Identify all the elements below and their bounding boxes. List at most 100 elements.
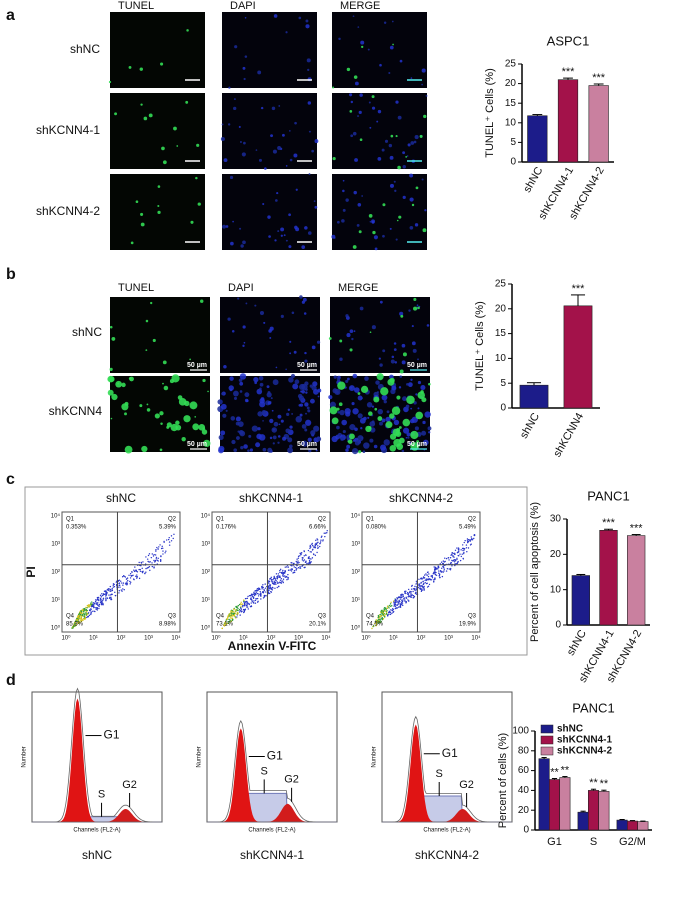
- event-dot: [410, 593, 412, 595]
- event-dot: [428, 583, 431, 586]
- nucleus: [291, 413, 294, 415]
- event-dot: [381, 617, 384, 620]
- event-dot: [309, 547, 311, 550]
- event-dot: [224, 624, 227, 626]
- axis-label: PI: [24, 566, 38, 577]
- event-dot: [77, 622, 79, 625]
- event-dot: [397, 602, 400, 604]
- nucleus: [311, 149, 315, 153]
- event-dot: [160, 555, 162, 558]
- row-label: shKCNN4: [49, 404, 103, 418]
- nucleus: [413, 401, 417, 405]
- event-dot: [83, 616, 86, 618]
- event-dot: [268, 580, 270, 582]
- event-dot: [227, 617, 229, 619]
- bar: [616, 819, 628, 831]
- event-dot: [280, 578, 283, 580]
- event-dot: [122, 584, 124, 586]
- chart-title: ASPC1: [547, 33, 590, 48]
- nucleus: [352, 15, 355, 18]
- event-dot: [105, 597, 107, 599]
- event-dot: [253, 591, 255, 594]
- nucleus: [357, 413, 363, 419]
- event-dot: [394, 605, 397, 608]
- tick-label: 10⁴: [201, 513, 211, 520]
- tunel-dot: [140, 212, 144, 216]
- nucleus: [238, 421, 244, 427]
- event-dot: [159, 544, 161, 546]
- tunel-dot: [415, 186, 419, 190]
- event-dot: [141, 571, 144, 574]
- tunel-dot: [111, 393, 118, 401]
- nucleus: [307, 231, 312, 235]
- event-dot: [282, 581, 284, 584]
- event-dot: [138, 561, 140, 564]
- tick-label: 10²: [267, 636, 276, 642]
- event-dot: [111, 588, 113, 590]
- event-dot: [463, 541, 465, 544]
- event-dot: [284, 566, 286, 568]
- event-dot: [136, 575, 138, 578]
- event-dot: [290, 570, 293, 572]
- event-dot: [425, 578, 427, 580]
- tick-label: 10²: [51, 570, 60, 576]
- nucleus: [223, 158, 228, 163]
- nucleus: [375, 380, 380, 385]
- event-dot: [444, 557, 446, 559]
- tunel-dot: [422, 228, 427, 233]
- event-dot: [302, 560, 305, 562]
- nucleus: [357, 203, 362, 207]
- nucleus: [239, 141, 242, 144]
- event-dot: [383, 616, 386, 618]
- nucleus: [304, 359, 308, 363]
- event-dot: [267, 590, 270, 592]
- event-dot: [93, 610, 95, 612]
- event-dot: [80, 612, 82, 614]
- event-dot: [236, 606, 238, 609]
- event-dot: [96, 596, 99, 599]
- nucleus: [306, 406, 310, 410]
- event-dot: [296, 567, 298, 570]
- event-dot: [138, 577, 141, 580]
- nucleus: [285, 165, 288, 167]
- event-dot: [379, 613, 381, 616]
- event-dot: [125, 578, 128, 580]
- event-dot: [158, 546, 160, 548]
- event-dot: [102, 598, 104, 600]
- tunel-dot: [157, 185, 161, 188]
- event-dot: [457, 560, 459, 563]
- event-dot: [287, 573, 289, 576]
- nucleus: [262, 447, 267, 452]
- event-dot: [300, 553, 302, 556]
- event-dot: [86, 613, 89, 615]
- event-dot: [250, 602, 252, 604]
- nucleus: [275, 366, 278, 369]
- event-dot: [438, 570, 440, 572]
- event-dot: [273, 583, 275, 586]
- tick-label: 10²: [201, 570, 210, 576]
- nucleus: [288, 130, 291, 132]
- quadrant-name: Q2: [318, 517, 327, 523]
- event-dot: [401, 599, 403, 602]
- nucleus: [402, 195, 406, 199]
- event-dot: [451, 565, 453, 567]
- nucleus: [411, 325, 414, 328]
- event-dot: [382, 610, 384, 613]
- event-dot: [447, 556, 450, 559]
- event-dot: [147, 560, 149, 563]
- nucleus: [404, 398, 407, 401]
- tunel-dot: [376, 373, 384, 381]
- nucleus: [253, 376, 259, 383]
- event-dot: [421, 578, 423, 580]
- event-dot: [375, 619, 377, 621]
- nucleus: [382, 349, 386, 353]
- event-dot: [230, 612, 232, 614]
- event-dot: [401, 600, 404, 603]
- event-dot: [105, 593, 107, 596]
- event-dot: [303, 550, 305, 552]
- nucleus: [239, 373, 247, 380]
- nucleus: [405, 404, 410, 409]
- event-dot: [300, 552, 303, 554]
- nucleus: [243, 141, 246, 145]
